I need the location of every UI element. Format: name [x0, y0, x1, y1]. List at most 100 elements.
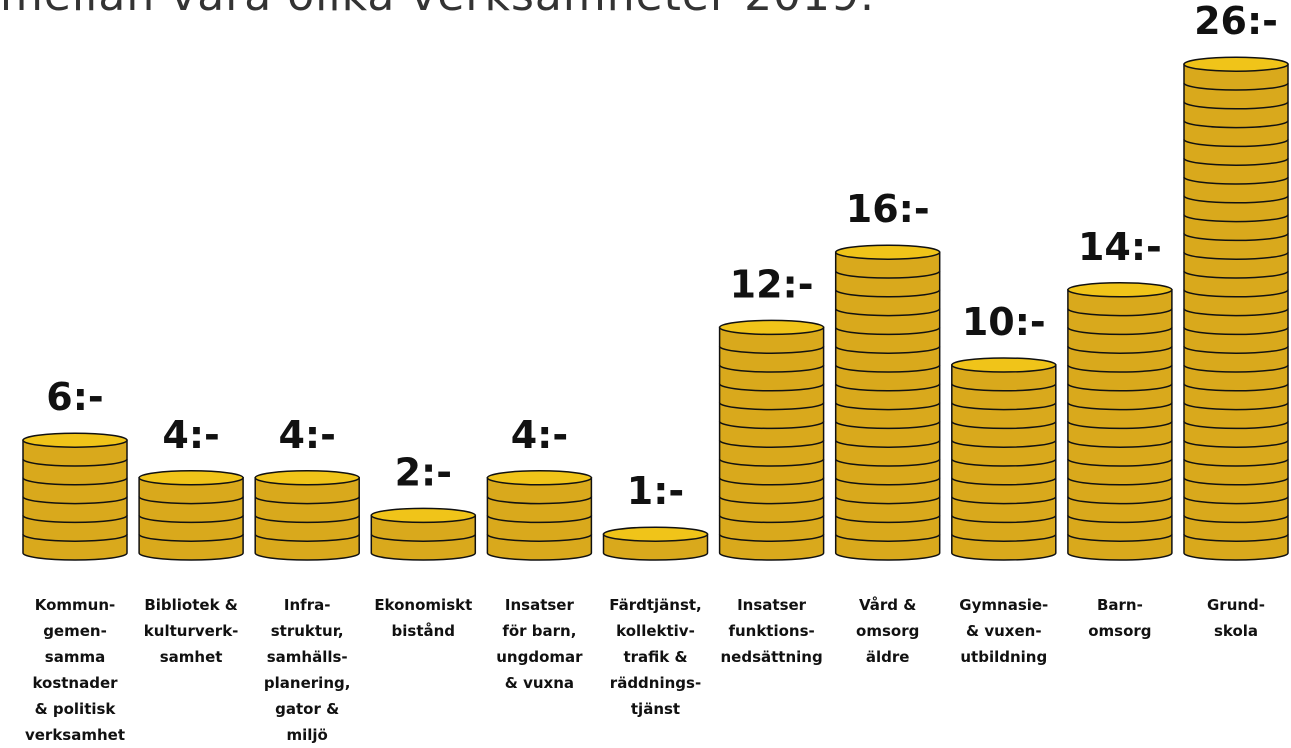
coin-edge — [1183, 496, 1289, 505]
coin-edge — [22, 533, 128, 542]
coin-edge — [834, 421, 941, 430]
stack-body — [22, 439, 128, 561]
coin-stack — [486, 470, 593, 561]
coin-edge — [718, 515, 825, 524]
value-label: 4:- — [278, 413, 335, 457]
coin-edge — [834, 289, 941, 298]
coin-top — [370, 507, 477, 524]
coin-edge — [951, 421, 1057, 430]
coin-edge — [718, 364, 825, 373]
coin-edge — [1183, 439, 1289, 448]
coin-stack — [370, 507, 477, 561]
coin-stack — [602, 526, 709, 561]
coin-edge — [1183, 101, 1289, 110]
coin-stack — [1183, 56, 1289, 561]
coin-edge — [486, 496, 593, 505]
category-label: Kommun- gemen- samma kostnader & politis… — [24, 596, 126, 744]
coin-edge — [22, 496, 128, 505]
coin-edge — [1067, 308, 1173, 317]
coin-edge — [834, 496, 941, 505]
value-label: 4:- — [511, 413, 568, 457]
coin-edge — [1183, 214, 1289, 223]
coin-edge — [834, 364, 941, 373]
stack-body — [951, 364, 1057, 561]
coin-stack — [834, 244, 941, 561]
category-label: Insatser för barn, ungdomar & vuxna — [496, 596, 583, 692]
value-label: 26:- — [1194, 0, 1278, 43]
coin-stack — [138, 470, 244, 561]
coin-top — [1183, 56, 1289, 72]
coin-edge — [1183, 308, 1289, 317]
stack-body — [1183, 63, 1289, 561]
value-label: 2:- — [395, 450, 452, 494]
stack-body — [834, 251, 941, 561]
coin-edge — [1183, 327, 1289, 336]
coin-top — [602, 526, 709, 542]
coin-stack — [718, 319, 825, 561]
coin-edge — [1067, 515, 1173, 524]
value-label: 14:- — [1078, 225, 1162, 269]
category-label: Grund- skola — [1206, 596, 1266, 640]
coin-edge — [1183, 195, 1289, 204]
value-label: 1:- — [627, 469, 684, 513]
coin-stack — [1067, 282, 1173, 561]
coin-edge — [1067, 327, 1173, 336]
category-label: Insatser funktions- nedsättning — [720, 596, 823, 666]
coin-edge — [1183, 383, 1289, 392]
coin-edge — [1067, 383, 1173, 392]
coin-edge — [1183, 157, 1289, 166]
category-label: Barn- omsorg — [1088, 596, 1152, 640]
coin-edge — [834, 477, 941, 486]
coin-edge — [951, 439, 1057, 448]
stack-body — [718, 326, 825, 561]
coin-edge — [1183, 421, 1289, 430]
coin-edge — [1183, 82, 1289, 91]
category-label: Bibliotek & kulturverk- samhet — [143, 596, 239, 666]
coin-edge — [1183, 477, 1289, 486]
coin-edge — [1067, 364, 1173, 373]
stack-body — [138, 477, 244, 561]
stack-body — [1067, 289, 1173, 561]
category-label: Ekonomiskt bistånd — [374, 596, 473, 640]
coin-edge — [1183, 515, 1289, 524]
coin-edge — [1183, 345, 1289, 354]
coin-edge — [718, 477, 825, 486]
coin-edge — [486, 515, 593, 524]
coin-edge — [1183, 233, 1289, 242]
coin-top — [951, 357, 1057, 373]
coin-edge — [718, 402, 825, 411]
coin-edge — [1067, 458, 1173, 467]
coin-edge — [370, 533, 477, 542]
coin-edge — [1183, 270, 1289, 279]
coin-edge — [718, 383, 825, 392]
coin-edge — [718, 496, 825, 505]
value-label: 10:- — [962, 300, 1046, 344]
value-label: 16:- — [846, 187, 930, 231]
coin-top — [22, 432, 128, 448]
value-label: 6:- — [46, 375, 103, 419]
coin-top — [254, 470, 360, 486]
coin-edge — [718, 345, 825, 354]
coin-edge — [834, 533, 941, 542]
stack-body — [486, 477, 593, 561]
coin-edge — [138, 515, 244, 524]
coin-edge — [834, 439, 941, 448]
coin-stack — [951, 357, 1057, 561]
coin-edge — [834, 515, 941, 524]
coin-top — [1067, 282, 1173, 298]
coin-edge — [1067, 402, 1173, 411]
coin-stack — [22, 432, 128, 561]
category-label: Gymnasie- & vuxen- utbildning — [959, 596, 1049, 666]
category-label: Vård & omsorg äldre — [856, 596, 920, 666]
coin-edge — [834, 383, 941, 392]
coin-top — [718, 319, 825, 336]
coin-edge — [951, 515, 1057, 524]
coin-edge — [1183, 176, 1289, 185]
coin-edge — [951, 477, 1057, 486]
value-label: 4:- — [162, 413, 219, 457]
coin-edge — [254, 515, 360, 524]
coin-edge — [834, 345, 941, 354]
coin-edge — [834, 327, 941, 336]
coin-edge — [1067, 496, 1173, 505]
